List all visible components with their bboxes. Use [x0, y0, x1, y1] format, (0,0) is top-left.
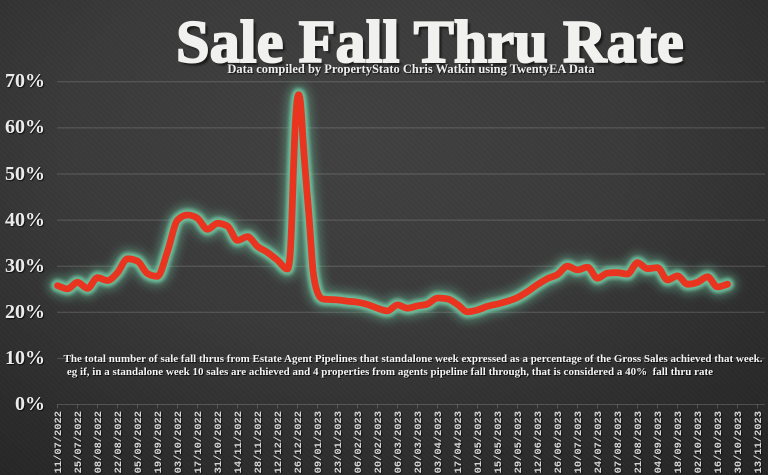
svg-text:15/05/2023: 15/05/2023: [493, 411, 505, 473]
svg-text:18/09/2023: 18/09/2023: [673, 411, 685, 473]
svg-text:10/07/2023: 10/07/2023: [573, 411, 585, 473]
svg-text:02/10/2023: 02/10/2023: [693, 411, 705, 473]
svg-text:30/10/2023: 30/10/2023: [733, 411, 745, 473]
svg-text:06/03/2023: 06/03/2023: [393, 411, 405, 473]
svg-text:22/08/2022: 22/08/2022: [113, 411, 125, 473]
svg-text:05/09/2022: 05/09/2022: [133, 411, 145, 473]
svg-text:01/05/2023: 01/05/2023: [473, 411, 485, 473]
svg-text:28/11/2022: 28/11/2022: [253, 411, 265, 473]
svg-text:20/03/2023: 20/03/2023: [413, 411, 425, 473]
svg-text:29/05/2023: 29/05/2023: [513, 411, 525, 473]
svg-text:04/09/2023: 04/09/2023: [653, 411, 665, 473]
svg-text:09/01/2023: 09/01/2023: [313, 411, 325, 473]
svg-text:25/07/2022: 25/07/2022: [73, 411, 85, 473]
svg-text:26/06/2023: 26/06/2023: [553, 411, 565, 473]
svg-text:13/11/2023: 13/11/2023: [753, 411, 765, 473]
svg-text:17/04/2023: 17/04/2023: [453, 411, 465, 473]
svg-text:03/10/2022: 03/10/2022: [173, 411, 185, 473]
svg-text:26/12/2022: 26/12/2022: [293, 411, 305, 473]
svg-text:23/01/2023: 23/01/2023: [333, 411, 345, 473]
svg-text:19/09/2022: 19/09/2022: [153, 411, 165, 473]
svg-text:08/08/2022: 08/08/2022: [93, 411, 105, 473]
svg-text:07/08/2023: 07/08/2023: [613, 411, 625, 473]
svg-text:24/07/2023: 24/07/2023: [593, 411, 605, 473]
svg-text:12/06/2023: 12/06/2023: [533, 411, 545, 473]
svg-text:03/04/2023: 03/04/2023: [433, 411, 445, 473]
svg-text:21/08/2023: 21/08/2023: [633, 411, 645, 473]
svg-text:06/02/2023: 06/02/2023: [353, 411, 365, 473]
svg-text:16/10/2023: 16/10/2023: [713, 411, 725, 473]
svg-text:20/02/2023: 20/02/2023: [373, 411, 385, 473]
svg-text:14/11/2022: 14/11/2022: [233, 411, 245, 473]
svg-text:12/12/2022: 12/12/2022: [273, 411, 285, 473]
svg-text:11/07/2022: 11/07/2022: [53, 411, 65, 473]
svg-text:31/10/2022: 31/10/2022: [213, 411, 225, 473]
svg-text:17/10/2022: 17/10/2022: [193, 411, 205, 473]
